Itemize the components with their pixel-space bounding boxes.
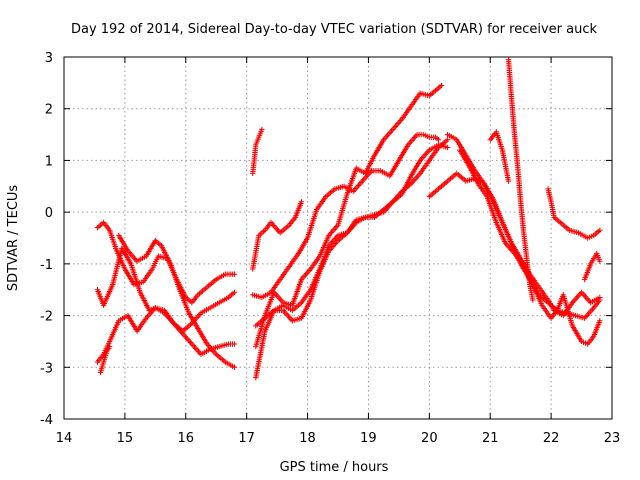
data-point <box>597 318 603 324</box>
data-point <box>231 341 238 347</box>
y-tick-label: -2 <box>40 310 53 325</box>
data-point <box>505 178 512 184</box>
data-point <box>530 297 536 303</box>
x-axis-label: GPS time / hours <box>280 460 389 475</box>
x-tick-label: 14 <box>56 431 73 446</box>
y-tick-label: -3 <box>40 361 53 376</box>
y-tick-label: 1 <box>45 154 53 169</box>
x-tick-label: 23 <box>604 431 621 446</box>
x-tick-labels: 14 15 16 17 18 19 20 21 22 23 <box>56 431 621 446</box>
y-tick-label: -1 <box>40 258 53 273</box>
data-point <box>597 227 603 233</box>
y-axis-label: SDTVAR / TECUs <box>6 185 21 292</box>
chart-title: Day 192 of 2014, Sidereal Day-to-day VTE… <box>71 22 597 37</box>
data-point <box>597 258 603 264</box>
data-point <box>298 199 305 205</box>
y-tick-label: 0 <box>45 206 53 221</box>
x-tick-label: 16 <box>178 431 195 446</box>
y-tick-labels: -4 -3 -2 -1 0 1 2 3 <box>40 51 53 428</box>
plot-frame <box>63 56 613 420</box>
data-point <box>597 294 603 301</box>
x-tick-label: 21 <box>482 431 499 446</box>
y-tick-label: 2 <box>45 103 53 118</box>
axis-ticks <box>63 56 613 420</box>
data-point <box>438 82 445 89</box>
x-tick-label: 15 <box>117 431 134 446</box>
x-tick-label: 19 <box>360 431 377 446</box>
x-tick-label: 22 <box>543 431 560 446</box>
y-tick-label: 3 <box>45 51 53 66</box>
data-point <box>444 144 451 151</box>
x-tick-label: 18 <box>299 431 316 446</box>
data-points <box>94 56 603 381</box>
data-point <box>231 271 238 277</box>
data-point <box>259 126 265 133</box>
x-tick-label: 20 <box>421 431 438 446</box>
data-point <box>231 289 238 295</box>
data-point <box>106 343 113 350</box>
data-point <box>231 364 238 370</box>
data-point <box>444 137 451 143</box>
x-tick-label: 17 <box>238 431 255 446</box>
data-point <box>435 137 442 143</box>
y-tick-label: -4 <box>40 413 53 428</box>
